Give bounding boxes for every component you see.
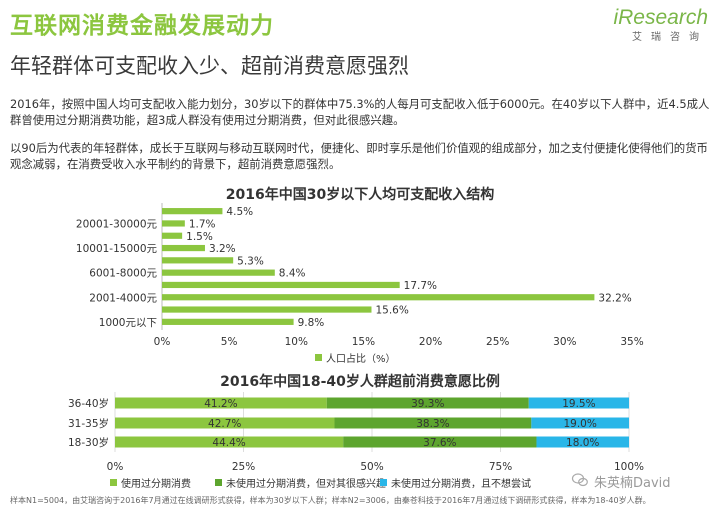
consumption-bar-segment: [528, 397, 629, 409]
income-category-label: 10001-15000元: [76, 243, 158, 255]
consumption-segment-label: 37.6%: [423, 437, 456, 449]
consumption-x-tick: 0%: [107, 461, 124, 473]
income-bar: [162, 269, 275, 276]
income-bar: [162, 232, 183, 239]
income-value-label: 1.7%: [189, 218, 216, 230]
intro-paragraph-1: 2016年，按照中国人均可支配收入能力划分，30岁以下的群体中75.3%的人每月…: [10, 97, 710, 127]
income-bar: [162, 220, 185, 227]
income-value-label: 8.4%: [279, 268, 306, 280]
income-value-label: 15.6%: [375, 305, 408, 317]
consumption-legend-label: 未使用过分期消费，且不想尝试: [391, 477, 531, 490]
income-x-tick: 10%: [285, 336, 308, 348]
page-title: 互联网消费金融发展动力: [10, 13, 274, 39]
consumption-bar-segment: [115, 436, 344, 448]
income-value-label: 1.5%: [186, 231, 213, 243]
income-bar: [162, 208, 223, 215]
income-category-label: 2001-4000元: [89, 292, 157, 304]
income-bar: [162, 257, 234, 264]
consumption-segment-label: 44.4%: [212, 437, 245, 449]
consumption-bar-segment: [334, 417, 532, 429]
consumption-legend-label: 使用过分期消费: [121, 477, 191, 490]
consumption-segment-label: 41.2%: [204, 398, 237, 410]
consumption-x-tick: 100%: [614, 461, 644, 473]
income-x-tick: 5%: [221, 336, 238, 348]
income-legend-swatch: [315, 354, 322, 361]
consumption-bar-segment: [326, 397, 529, 409]
income-value-label: 3.2%: [209, 243, 236, 255]
income-value-label: 5.3%: [237, 255, 264, 267]
income-category-label: 20001-30000元: [76, 218, 158, 230]
consumption-segment-label: 18.0%: [566, 437, 599, 449]
consumption-bar-segment: [536, 436, 629, 448]
income-category-label: 1000元以下: [99, 317, 157, 329]
income-legend-label: 人口占比（%）: [326, 352, 396, 365]
consumption-category-label: 36-40岁: [68, 397, 109, 410]
wechat-icon: [571, 473, 588, 487]
consumption-legend-label: 未使用过分期消费，但对其很感兴趣: [226, 477, 386, 490]
watermark-text: 朱英楠David: [594, 476, 671, 491]
income-bar: [162, 281, 400, 289]
consumption-segment-label: 19.5%: [562, 398, 595, 410]
income-x-tick: 15%: [352, 336, 375, 348]
consumption-bar-segment: [115, 397, 327, 409]
consumption-bar-segment: [531, 417, 629, 429]
income-x-tick: 25%: [486, 336, 509, 348]
income-x-tick: 20%: [419, 336, 442, 348]
consumption-x-tick: 25%: [232, 461, 255, 473]
iresearch-logo: iResearch 艾瑞咨询: [613, 6, 708, 43]
footnote: 样本N1=5004，由艾瑞咨询于2016年7月通过在线调研形式获得，样本为30岁…: [10, 496, 651, 505]
consumption-segment-label: 19.0%: [563, 418, 596, 430]
consumption-chart-title: 2016年中国18-40岁人群超前消费意愿比例: [220, 374, 500, 390]
logo-text: iResearch: [613, 6, 708, 29]
page-subtitle: 年轻群体可支配收入少、超前消费意愿强烈: [10, 54, 409, 78]
income-value-label: 17.7%: [404, 280, 437, 292]
consumption-category-label: 18-30岁: [68, 436, 109, 449]
consumption-bar-segment: [343, 436, 537, 448]
income-bar: [162, 318, 294, 325]
consumption-x-tick: 75%: [489, 461, 512, 473]
income-value-label: 9.8%: [298, 317, 325, 329]
income-chart-title: 2016年中国30岁以下人均可支配收入结构: [225, 187, 495, 203]
consumption-bar-segment: [115, 417, 335, 429]
consumption-x-tick: 50%: [360, 461, 383, 473]
income-x-tick: 0%: [154, 336, 171, 348]
consumption-legend-swatch: [215, 479, 222, 486]
consumption-segment-label: 39.3%: [411, 398, 444, 410]
intro-paragraph-2: 以90后为代表的年轻群体，成长于互联网与移动互联网时代，便捷化、即时享乐是他们价…: [10, 141, 708, 171]
consumption-segment-label: 38.3%: [416, 418, 449, 430]
logo-subtext: 艾瑞咨询: [632, 32, 708, 43]
income-bar: [162, 244, 205, 252]
consumption-legend-swatch: [110, 479, 117, 486]
income-x-tick: 30%: [553, 336, 576, 348]
consumption-category-label: 31-35岁: [68, 417, 109, 430]
income-bar: [162, 306, 372, 313]
consumption-segment-label: 42.7%: [208, 418, 241, 430]
income-value-label: 32.2%: [598, 292, 631, 304]
income-bar: [162, 294, 595, 301]
income-value-label: 4.5%: [226, 206, 253, 218]
income-category-label: 6001-8000元: [89, 268, 157, 280]
income-x-tick: 35%: [620, 336, 643, 348]
consumption-legend-swatch: [380, 479, 387, 486]
